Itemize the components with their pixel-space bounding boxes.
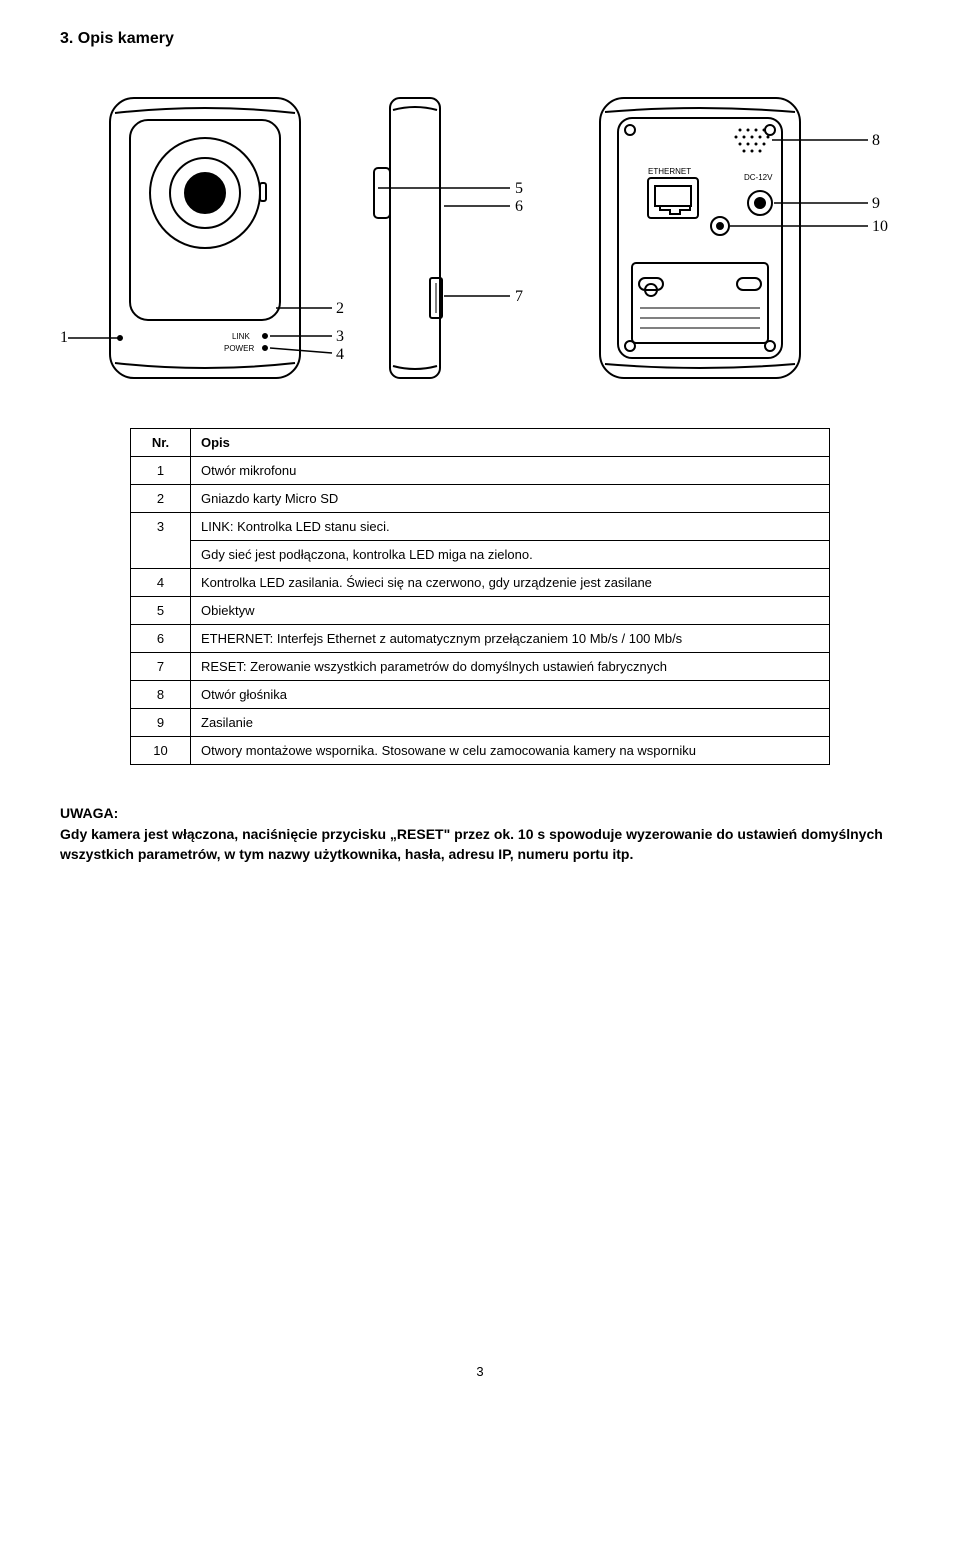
parts-table: Nr. Opis 1 Otwór mikrofonu 2 Gniazdo kar… bbox=[130, 428, 830, 765]
power-label: POWER bbox=[224, 344, 254, 353]
cell-nr: 3 bbox=[131, 513, 191, 569]
cell-desc: Gdy sieć jest podłączona, kontrolka LED … bbox=[191, 541, 830, 569]
page-number: 3 bbox=[60, 1364, 900, 1379]
link-label: LINK bbox=[232, 332, 250, 341]
header-nr: Nr. bbox=[131, 429, 191, 457]
cell-nr: 2 bbox=[131, 485, 191, 513]
cell-nr: 7 bbox=[131, 653, 191, 681]
table-row: Gdy sieć jest podłączona, kontrolka LED … bbox=[131, 541, 830, 569]
table-header-row: Nr. Opis bbox=[131, 429, 830, 457]
cell-nr: 4 bbox=[131, 569, 191, 597]
cell-nr: 1 bbox=[131, 457, 191, 485]
table-row: 2 Gniazdo karty Micro SD bbox=[131, 485, 830, 513]
cell-nr: 10 bbox=[131, 737, 191, 765]
table-row: 8 Otwór głośnika bbox=[131, 681, 830, 709]
table-row: 1 Otwór mikrofonu bbox=[131, 457, 830, 485]
table-row: 6 ETHERNET: Interfejs Ethernet z automat… bbox=[131, 625, 830, 653]
callout-5: 5 bbox=[515, 180, 523, 197]
table-row: 9 Zasilanie bbox=[131, 709, 830, 737]
cell-desc: Otwór głośnika bbox=[191, 681, 830, 709]
dc12v-label: DC-12V bbox=[744, 173, 773, 182]
cell-desc: Otwory montażowe wspornika. Stosowane w … bbox=[191, 737, 830, 765]
table-row: 5 Obiektyw bbox=[131, 597, 830, 625]
header-desc: Opis bbox=[191, 429, 830, 457]
table-row: 7 RESET: Zerowanie wszystkich parametrów… bbox=[131, 653, 830, 681]
cell-desc: Otwór mikrofonu bbox=[191, 457, 830, 485]
table-row: 3 LINK: Kontrolka LED stanu sieci. bbox=[131, 513, 830, 541]
cell-nr: 5 bbox=[131, 597, 191, 625]
side-view bbox=[374, 98, 442, 378]
cell-desc: ETHERNET: Interfejs Ethernet z automatyc… bbox=[191, 625, 830, 653]
callout-2: 2 bbox=[336, 300, 344, 317]
cell-desc: Zasilanie bbox=[191, 709, 830, 737]
back-view bbox=[600, 98, 800, 378]
cell-desc: Obiektyw bbox=[191, 597, 830, 625]
cell-nr: 9 bbox=[131, 709, 191, 737]
callout-3: 3 bbox=[336, 328, 344, 345]
note-body: Gdy kamera jest włączona, naciśnięcie pr… bbox=[60, 825, 900, 864]
cell-desc: RESET: Zerowanie wszystkich parametrów d… bbox=[191, 653, 830, 681]
callout-10: 10 bbox=[872, 218, 888, 235]
cell-desc: LINK: Kontrolka LED stanu sieci. bbox=[191, 513, 830, 541]
cell-nr: 8 bbox=[131, 681, 191, 709]
section-title: 3. Opis kamery bbox=[60, 30, 900, 48]
callout-4: 4 bbox=[336, 346, 344, 363]
ethernet-label: ETHERNET bbox=[648, 167, 691, 176]
cell-nr: 6 bbox=[131, 625, 191, 653]
cell-desc: Kontrolka LED zasilania. Świeci się na c… bbox=[191, 569, 830, 597]
table-row: 10 Otwory montażowe wspornika. Stosowane… bbox=[131, 737, 830, 765]
cell-desc: Gniazdo karty Micro SD bbox=[191, 485, 830, 513]
callout-1: 1 bbox=[60, 329, 68, 346]
callout-8: 8 bbox=[872, 132, 880, 149]
table-row: 4 Kontrolka LED zasilania. Świeci się na… bbox=[131, 569, 830, 597]
callout-7: 7 bbox=[515, 288, 523, 305]
callout-9: 9 bbox=[872, 195, 880, 212]
camera-diagram: LINK POWER 1 2 3 4 5 6 7 bbox=[60, 78, 900, 398]
callout-6: 6 bbox=[515, 198, 523, 215]
note-title: UWAGA: bbox=[60, 805, 900, 821]
